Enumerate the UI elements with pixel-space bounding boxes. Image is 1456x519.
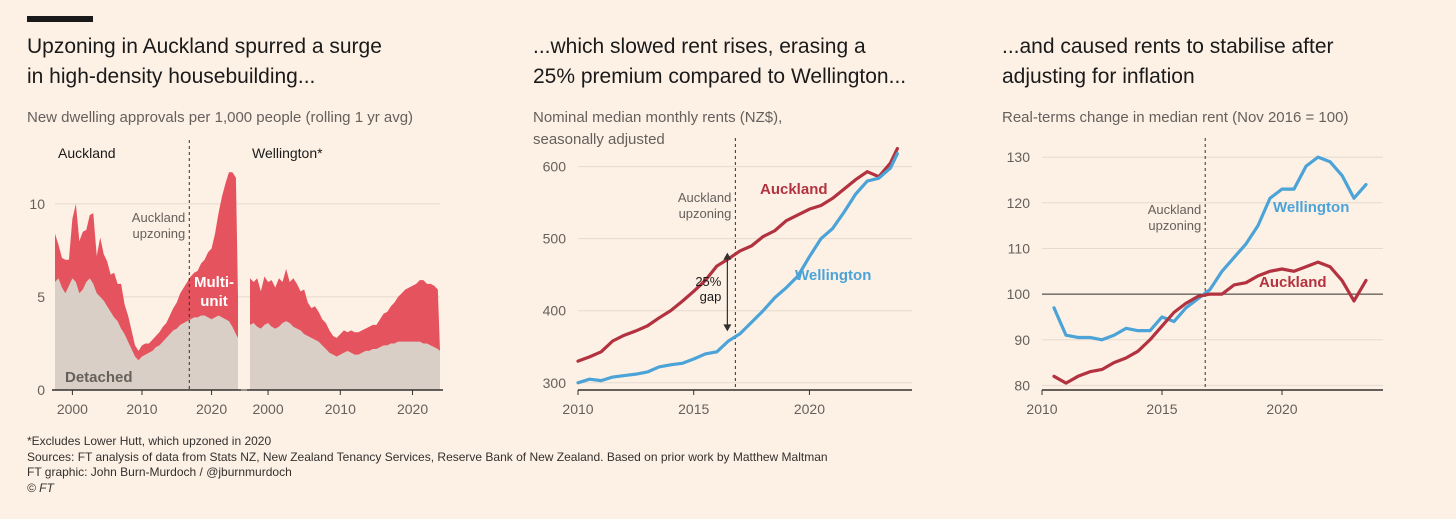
y-tick-label: 110 [1008,240,1031,256]
series-line-wellington [1052,155,1368,342]
chart3-title: ...and caused rents to stabilise after a… [1002,35,1334,88]
x-tick-label: 2020 [1266,401,1297,417]
series-label-wellington: Wellington [795,267,871,284]
x-tick-label: 2000 [252,401,283,417]
x-tick-label: 2010 [562,401,593,417]
x-tick-label: 2015 [1146,401,1177,417]
y-tick-label: 0 [37,382,45,398]
detached-label: Detached [65,369,133,386]
multi-unit-label: Multi-unit [194,274,234,310]
gap-arrowhead-top [723,252,732,260]
x-tick-label: 2000 [57,401,88,417]
y-tick-label: 5 [37,289,45,305]
sources: Sources: FT analysis of data from Stats … [27,450,828,464]
series-line-auckland [1052,260,1368,385]
detached-area-wellington [250,321,440,390]
y-tick-label: 500 [543,231,567,247]
x-tick-label: 2020 [196,401,227,417]
x-tick-label: 2020 [397,401,428,417]
chart1-subtitle: New dwelling approvals per 1,000 people … [27,109,414,126]
series-label-auckland: Auckland [760,181,828,198]
copyright: © FT [27,481,54,495]
series-line-wellington [576,152,899,385]
chart2-title: ...which slowed rent rises, erasing a 25… [533,35,907,88]
panel-label-auckland: Auckland [58,145,116,161]
panel-label-wellington: Wellington* [252,145,323,161]
y-tick-label: 90 [1014,332,1030,348]
x-tick-label: 2015 [678,401,709,417]
y-tick-label: 600 [543,159,567,175]
footnote: *Excludes Lower Hutt, which upzoned in 2… [27,434,272,448]
upzoning-annotation: Auckland upzoning [678,190,731,221]
chart2-subtitle: Nominal median monthly rents (NZ$), seas… [533,109,783,148]
y-tick-label: 120 [1007,195,1031,211]
y-tick-label: 10 [29,196,45,212]
gap-label: 25% gap [695,274,721,304]
graphic-credit: FT graphic: John Burn-Murdoch / @jburnmu… [27,465,292,479]
series-label-auckland: Auckland [1259,274,1327,291]
ft-top-bar [27,16,93,22]
gap-arrowhead-bottom [723,324,732,332]
chart1-title: Upzoning in Auckland spurred a surge in … [27,35,382,88]
chart3-subtitle: Real-terms change in median rent (Nov 20… [1002,109,1349,126]
detached-area-auckland [55,278,238,390]
x-tick-label: 2010 [126,401,157,417]
x-tick-label: 2010 [325,401,356,417]
y-tick-label: 80 [1014,377,1030,393]
upzoning-annotation: Auckland upzoning [132,210,185,241]
y-tick-label: 400 [543,303,567,319]
approvals-chart: 0 5 10 2000 2010 2020 Auckland Auckland upzoning… [29,140,443,417]
x-tick-label: 2020 [794,401,825,417]
x-tick-label: 2010 [1026,401,1057,417]
upzoning-annotation: Auckland upzoning [1148,202,1201,233]
nominal-rents-chart: 300 400 500 600 2010 2015 2020 Auckland upzoning… [543,138,912,417]
series-label-wellington: Wellington [1273,199,1349,216]
y-tick-label: 100 [1007,286,1031,302]
y-tick-label: 300 [543,375,567,391]
real-rents-chart: 80 90 100 110 120 130 2010 2015 2020 Auckland upzo… [1007,138,1383,417]
y-tick-label: 130 [1007,149,1031,165]
series-line-auckland [576,147,899,363]
